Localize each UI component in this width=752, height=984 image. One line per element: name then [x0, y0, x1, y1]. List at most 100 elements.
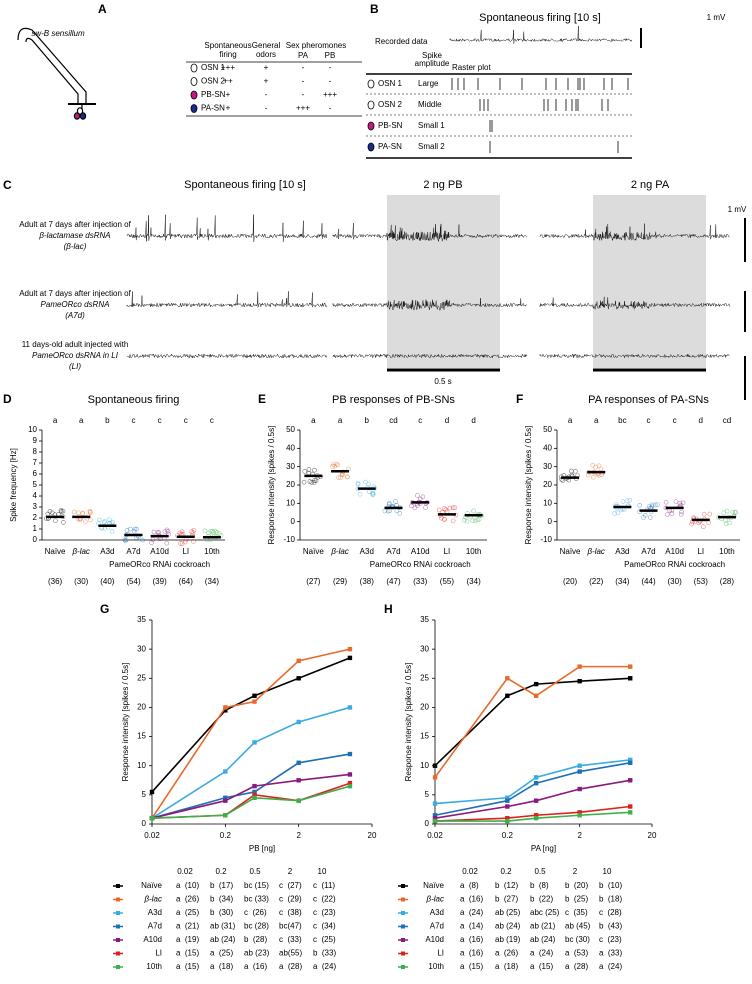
- significance-letter: a: [311, 416, 316, 425]
- y-tick-label: 50: [543, 425, 552, 434]
- sample-size: (34): [205, 577, 220, 586]
- row-name: PA-SN: [201, 104, 225, 113]
- y-tick-label: 25: [137, 673, 146, 682]
- halo: [206, 530, 212, 536]
- significance-letter: a: [568, 416, 573, 425]
- halo: [585, 472, 591, 478]
- table-cell: b (43): [599, 922, 622, 931]
- table-cell: a (19): [176, 935, 199, 944]
- table-header: 10: [603, 867, 612, 876]
- legend-label: A3d: [148, 908, 162, 917]
- y-tick-label: 5: [142, 790, 147, 799]
- cell: -: [302, 90, 305, 99]
- halo: [706, 520, 711, 525]
- cell: +++: [323, 90, 337, 99]
- halo: [649, 502, 655, 508]
- halo: [132, 526, 138, 532]
- point: [223, 798, 228, 803]
- neuron-icon: [367, 121, 375, 131]
- halo: [475, 517, 480, 523]
- point: [505, 804, 510, 809]
- halo: [301, 479, 307, 485]
- point: [296, 798, 301, 803]
- point: [223, 795, 228, 800]
- voltage-trace: [539, 223, 730, 242]
- x-tick-label: A3d: [615, 547, 629, 556]
- significance-letter: c: [418, 416, 422, 425]
- halo: [385, 508, 391, 514]
- table-cell: c (25): [313, 935, 336, 944]
- table-cell: a (15): [460, 962, 483, 971]
- table-header: 2: [573, 867, 578, 876]
- column-header: odors: [256, 50, 276, 59]
- panel-label: H: [384, 602, 393, 616]
- point: [533, 781, 539, 786]
- point: [347, 655, 353, 661]
- significance-letter: a: [79, 416, 84, 425]
- halo: [331, 462, 336, 467]
- table-cell: a (25): [176, 908, 199, 917]
- halo: [572, 468, 578, 474]
- sensillum-label: sw-B sensillum: [31, 29, 85, 38]
- halo: [110, 519, 115, 525]
- halo: [312, 467, 317, 473]
- halo: [217, 531, 222, 536]
- halo: [179, 541, 185, 546]
- table-cell: c (22): [313, 895, 336, 904]
- x-tick-label: A7d: [126, 547, 140, 556]
- sensillum-outer: [17, 27, 87, 104]
- table-cell: a (26): [495, 949, 518, 958]
- cell: +++: [221, 63, 235, 72]
- x-tick-label: 0.02: [427, 831, 443, 840]
- halo: [83, 519, 88, 524]
- halo: [97, 517, 102, 523]
- sample-size: (30): [668, 577, 683, 586]
- axis-title: Spike frequency [Hz]: [9, 448, 18, 522]
- halo: [436, 507, 442, 513]
- table-cell: c (38): [279, 908, 302, 917]
- point: [432, 775, 438, 780]
- halo: [306, 467, 312, 472]
- table-cell: c (33): [279, 935, 302, 944]
- point: [432, 813, 438, 818]
- voltage-trace: [449, 26, 633, 45]
- point: [628, 778, 633, 783]
- point: [628, 810, 633, 815]
- halo: [673, 499, 679, 504]
- table-cell: a (8): [460, 881, 479, 890]
- row-label: (LI): [69, 362, 81, 371]
- halo: [123, 538, 128, 544]
- sensillum-drawing: [17, 27, 96, 120]
- y-tick-label: 1: [33, 524, 38, 533]
- y-tick-label: 20: [543, 480, 552, 489]
- halo: [727, 520, 732, 526]
- halo: [151, 529, 157, 535]
- sample-size: (33): [413, 577, 428, 586]
- row-label: Adult at 7 days after injection of: [19, 220, 131, 229]
- panel-label: A: [98, 2, 107, 16]
- halo: [724, 508, 730, 514]
- point: [252, 792, 257, 798]
- table-cell: c (11): [313, 881, 335, 890]
- point: [223, 769, 228, 774]
- halo: [732, 509, 738, 515]
- legend-label: A3d: [430, 908, 444, 917]
- table-header: 10: [318, 867, 327, 876]
- y-tick-label: 30: [137, 644, 146, 653]
- point: [252, 699, 257, 704]
- panel-label: F: [516, 392, 523, 406]
- point: [296, 760, 301, 765]
- halo: [678, 512, 684, 517]
- point: [533, 681, 539, 687]
- halo: [471, 508, 476, 514]
- halo: [131, 529, 137, 534]
- stimulus-window: [387, 195, 500, 368]
- halo: [701, 524, 706, 530]
- cell: +: [226, 104, 231, 113]
- table-cell: a (33): [599, 949, 622, 958]
- neuron-icon: [190, 63, 198, 73]
- halo: [313, 478, 319, 483]
- legend-marker: [401, 924, 405, 929]
- halo: [722, 517, 728, 523]
